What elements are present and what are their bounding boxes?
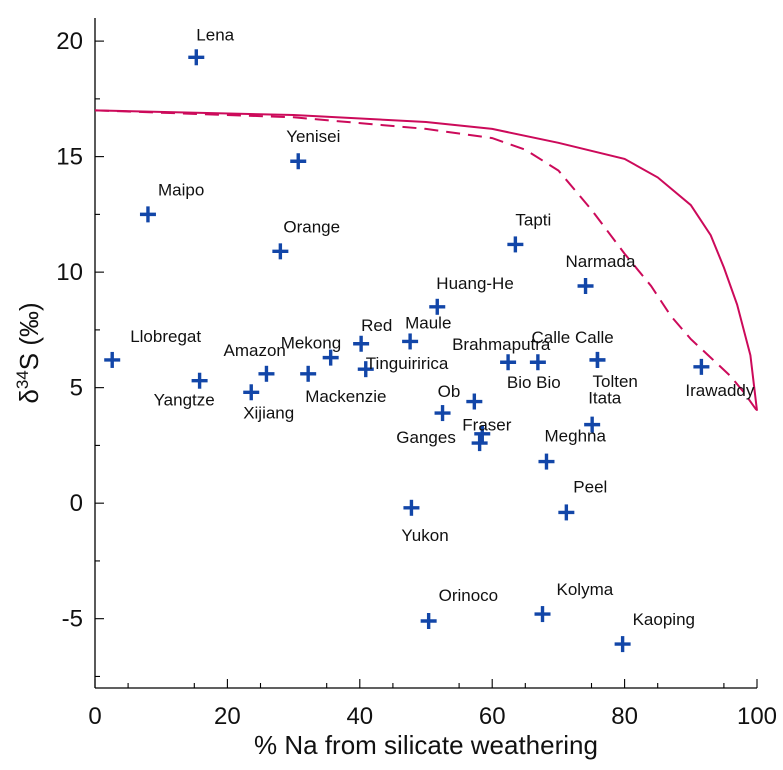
point-label: Kaoping: [633, 610, 695, 629]
point-label: Irawaddy: [685, 381, 754, 400]
point-label: Ganges: [396, 428, 456, 447]
y-tick-label: 10: [56, 259, 83, 286]
point-label: Tolten: [593, 372, 638, 391]
solid-model-curve: [94, 109, 758, 411]
y-axis-title-rest: S (‰): [14, 302, 44, 370]
point-label: Orinoco: [439, 586, 499, 605]
data-point-marker: [290, 153, 307, 170]
x-tick-label: 40: [346, 703, 373, 730]
x-tick-label: 80: [611, 703, 638, 730]
data-point-marker: [614, 636, 631, 653]
y-tick-label: 15: [56, 144, 83, 171]
point-label: Itata: [588, 389, 622, 408]
point-label: Narmada: [566, 252, 636, 271]
data-point-marker: [104, 351, 121, 368]
point-label: Huang-He: [436, 274, 514, 293]
data-point-marker: [139, 206, 156, 223]
data-point-marker: [429, 298, 446, 315]
x-tick-label: 0: [88, 703, 101, 730]
data-point-marker: [693, 358, 710, 375]
point-label: Orange: [283, 217, 340, 236]
data-point-marker: [558, 504, 575, 521]
data-point-marker: [584, 416, 601, 433]
point-label: Amazon: [224, 341, 286, 360]
model-curves: [94, 109, 758, 412]
data-point-marker: [322, 349, 339, 366]
point-label: Maipo: [158, 180, 204, 199]
point-label: Yenisei: [286, 127, 340, 146]
point-labels: Lena Yenisei Maipo Orange Tapti Narmada Huang-…: [130, 25, 755, 629]
data-point-marker: [589, 351, 606, 368]
data-point-marker: [434, 405, 451, 422]
x-tick-label: 100: [737, 703, 777, 730]
data-point-marker: [191, 372, 208, 389]
data-point-marker: [534, 606, 551, 623]
data-point-marker: [474, 425, 491, 442]
point-label: Calle Calle: [532, 328, 614, 347]
dashed-model-curve: [94, 109, 758, 412]
data-point-marker: [577, 278, 594, 294]
data-point-marker: [357, 361, 374, 378]
data-point-marker: [272, 243, 289, 260]
y-tick-label: -5: [62, 606, 83, 633]
point-label: Yangtze: [154, 391, 215, 410]
x-tick-label: 20: [214, 703, 241, 730]
x-tick-label: 60: [479, 703, 506, 730]
point-label: Brahmaputra: [452, 335, 551, 354]
point-label: Kolyma: [557, 580, 614, 599]
point-label: Maule: [405, 313, 451, 332]
data-point-marker: [466, 393, 483, 410]
point-label: Peel: [573, 477, 607, 496]
data-point-marker: [258, 365, 275, 382]
y-tick-label: 20: [56, 28, 83, 55]
point-label: Mekong: [281, 334, 341, 353]
y-tick-label: 5: [70, 375, 83, 402]
point-label: Bio Bio: [507, 373, 561, 392]
data-point-marker: [529, 354, 546, 371]
data-point-marker: [300, 365, 317, 382]
y-axis-title: δ34S (‰): [13, 302, 44, 403]
point-label: Ob: [438, 382, 461, 401]
data-point-marker: [420, 613, 437, 629]
point-label: Fraser: [462, 416, 511, 435]
point-label: Mackenzie: [305, 387, 386, 406]
data-point-marker: [353, 335, 370, 352]
data-point-marker: [507, 236, 524, 253]
data-point-marker: [471, 435, 488, 452]
point-label: Tapti: [515, 210, 551, 229]
y-axis-title-delta: δ: [14, 389, 44, 403]
axes: 0 20 40 60 80 100 20 15 10 5 0 -5: [56, 18, 777, 730]
data-point-marker: [538, 453, 555, 470]
data-point-marker: [243, 384, 260, 401]
point-label: Meghna: [545, 427, 607, 446]
point-label: Yukon: [401, 526, 448, 545]
point-label: Xijiang: [243, 403, 294, 422]
data-point-marker: [402, 333, 419, 350]
x-axis-title: % Na from silicate weathering: [254, 730, 598, 760]
data-markers: [104, 49, 710, 653]
y-axis-title-superscript: 34: [13, 370, 32, 389]
point-label: Llobregat: [130, 327, 201, 346]
y-tick-label: 0: [70, 490, 83, 517]
point-label: Lena: [196, 25, 234, 44]
data-point-marker: [188, 49, 205, 66]
data-point-marker: [403, 499, 420, 516]
point-label: Red: [361, 316, 392, 335]
data-point-marker: [500, 354, 517, 371]
point-label: Tinguiririca: [366, 354, 449, 373]
